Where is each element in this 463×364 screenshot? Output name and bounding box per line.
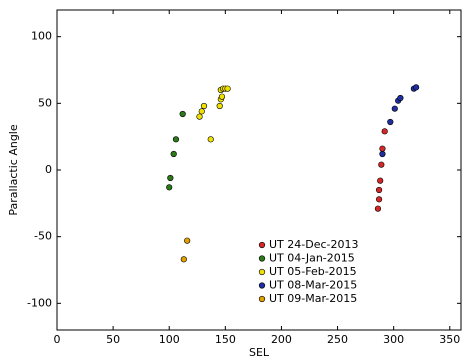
legend-label: UT 04-Jan-2015 [269, 252, 355, 265]
legend-marker [258, 295, 266, 303]
point [224, 85, 231, 92]
point [381, 128, 388, 135]
y-tick-label: -50 [34, 230, 52, 243]
point [207, 136, 214, 143]
x-tick-label: 100 [159, 333, 180, 346]
legend-label: UT 09-Mar-2015 [269, 292, 357, 305]
plot-frame [56, 9, 462, 331]
point [216, 102, 223, 110]
point [391, 105, 398, 112]
x-tick-label: 350 [439, 333, 460, 346]
point [200, 102, 208, 110]
x-tick-label: 50 [106, 333, 120, 346]
point [179, 110, 186, 118]
point [184, 237, 191, 244]
legend-marker [258, 282, 266, 289]
x-axis-label: SEL [249, 346, 270, 359]
point [198, 108, 205, 115]
point [397, 94, 404, 102]
point [378, 161, 385, 168]
point [374, 205, 382, 212]
x-tick-label: 300 [383, 333, 404, 346]
x-tick-label: 200 [271, 333, 292, 346]
point [377, 177, 384, 184]
point [375, 196, 383, 203]
legend-marker [258, 268, 266, 276]
y-axis-label: Parallactic Angle [7, 124, 20, 215]
x-tick-label: 250 [327, 333, 348, 346]
legend-marker [258, 255, 266, 262]
point [196, 113, 203, 120]
legend-label: UT 24-Dec-2013 [269, 238, 358, 251]
legend-marker [258, 241, 266, 249]
point [379, 150, 386, 158]
legend-label: UT 08-Mar-2015 [269, 279, 357, 292]
x-tick-label: 0 [54, 333, 61, 346]
x-tick-label: 150 [215, 333, 236, 346]
point [170, 150, 177, 158]
legend-label: UT 05-Feb-2015 [269, 265, 357, 278]
y-tick-label: -100 [27, 296, 52, 309]
point [166, 184, 173, 191]
point [413, 84, 420, 91]
point [379, 145, 386, 152]
y-tick-label: 100 [31, 30, 52, 43]
point [172, 136, 180, 143]
point [375, 186, 383, 194]
point [180, 256, 187, 263]
y-tick-label: 0 [45, 163, 52, 176]
point [387, 118, 394, 126]
point [218, 93, 226, 100]
y-tick-label: 50 [38, 96, 52, 109]
point [167, 174, 174, 182]
